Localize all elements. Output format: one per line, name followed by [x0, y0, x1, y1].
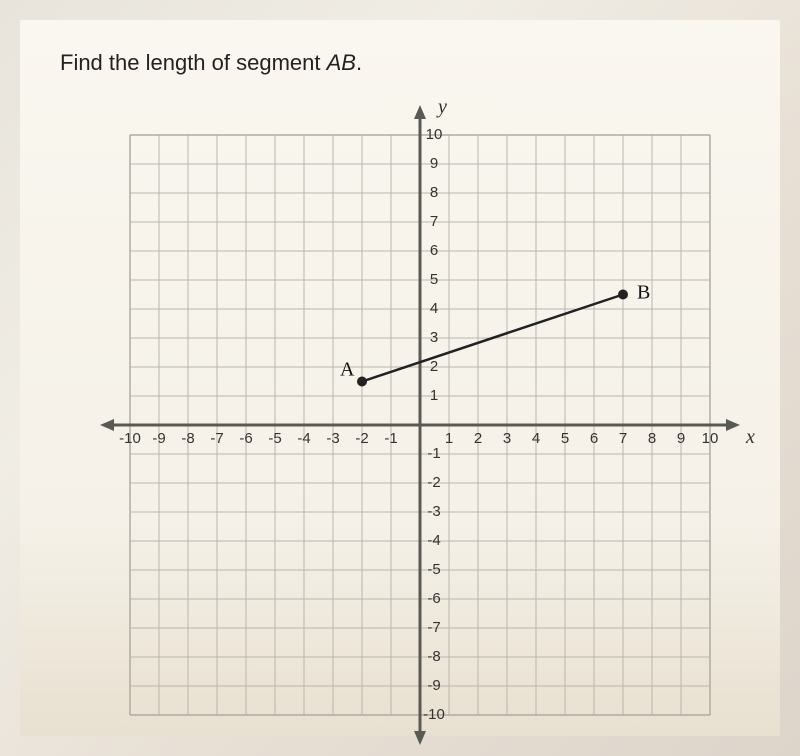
svg-text:-3: -3: [326, 430, 339, 447]
svg-text:y: y: [436, 100, 447, 118]
svg-text:9: 9: [430, 155, 438, 172]
svg-text:5: 5: [430, 271, 438, 288]
question-suffix: .: [356, 50, 362, 75]
svg-text:x: x: [745, 426, 755, 448]
svg-text:-7: -7: [427, 619, 440, 636]
svg-text:-1: -1: [384, 430, 397, 447]
svg-text:5: 5: [561, 430, 569, 447]
question-text: Find the length of segment AB.: [60, 50, 362, 76]
svg-text:-3: -3: [427, 503, 440, 520]
svg-text:2: 2: [474, 430, 482, 447]
segment-name: AB: [327, 50, 356, 75]
svg-text:-5: -5: [268, 430, 281, 447]
svg-text:4: 4: [532, 430, 540, 447]
svg-text:-7: -7: [210, 430, 223, 447]
svg-text:1: 1: [445, 430, 453, 447]
svg-text:8: 8: [648, 430, 656, 447]
svg-text:B: B: [637, 282, 650, 304]
question-prefix: Find the length of segment: [60, 50, 327, 75]
svg-text:3: 3: [503, 430, 511, 447]
svg-text:-5: -5: [427, 561, 440, 578]
svg-text:3: 3: [430, 329, 438, 346]
svg-text:1: 1: [430, 387, 438, 404]
svg-text:-1: -1: [427, 445, 440, 462]
svg-text:-6: -6: [427, 590, 440, 607]
svg-text:-10: -10: [423, 706, 445, 723]
svg-text:4: 4: [430, 300, 438, 317]
svg-text:-4: -4: [427, 532, 440, 549]
svg-text:8: 8: [430, 184, 438, 201]
coordinate-grid-chart: -10-9-8-7-6-5-4-3-2-112345678910-10-9-8-…: [60, 100, 780, 750]
svg-text:9: 9: [677, 430, 685, 447]
svg-text:A: A: [340, 359, 355, 381]
svg-text:7: 7: [619, 430, 627, 447]
svg-text:2: 2: [430, 358, 438, 375]
svg-text:6: 6: [590, 430, 598, 447]
svg-text:-6: -6: [239, 430, 252, 447]
svg-text:10: 10: [426, 126, 443, 143]
grid-svg: -10-9-8-7-6-5-4-3-2-112345678910-10-9-8-…: [60, 100, 780, 750]
svg-text:-2: -2: [355, 430, 368, 447]
svg-text:-8: -8: [427, 648, 440, 665]
svg-text:-8: -8: [181, 430, 194, 447]
svg-text:-9: -9: [152, 430, 165, 447]
svg-text:-2: -2: [427, 474, 440, 491]
svg-text:7: 7: [430, 213, 438, 230]
svg-text:-10: -10: [119, 430, 141, 447]
worksheet-paper: Find the length of segment AB. -10-9-8-7…: [20, 20, 780, 736]
svg-text:10: 10: [702, 430, 719, 447]
svg-text:-4: -4: [297, 430, 310, 447]
svg-text:-9: -9: [427, 677, 440, 694]
svg-text:6: 6: [430, 242, 438, 259]
